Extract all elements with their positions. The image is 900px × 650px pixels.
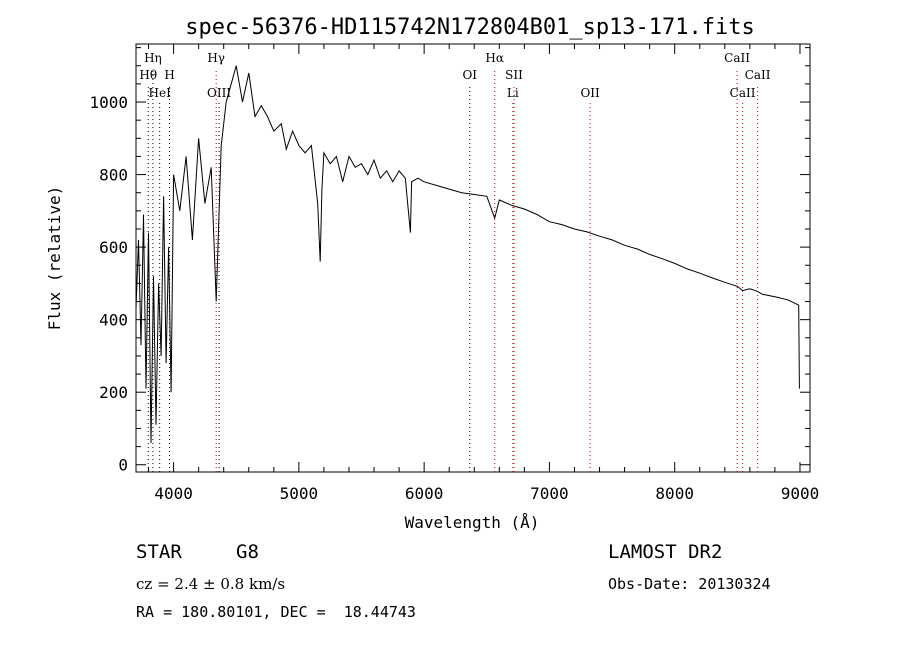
survey-name: LAMOST DR2 bbox=[608, 541, 723, 563]
y-tick-label: 200 bbox=[99, 383, 128, 402]
x-axis: 4000 5000 6000 7000 8000 9000 bbox=[148, 44, 820, 503]
x-tick-label: 7000 bbox=[530, 484, 569, 503]
spectral-line-label: HeI bbox=[149, 86, 172, 100]
x-tick-label: 5000 bbox=[280, 484, 319, 503]
spectral-line-label: OII bbox=[580, 86, 600, 100]
spectrum-series bbox=[135, 65, 800, 444]
spectral-line-label: CaII bbox=[745, 68, 771, 82]
spectrum-line bbox=[135, 65, 800, 444]
spectral-line-label: OI bbox=[462, 68, 477, 82]
spectral-line-label: Hη bbox=[144, 51, 162, 65]
y-tick-label: 800 bbox=[99, 166, 128, 185]
spectral-line-markers bbox=[147, 68, 759, 472]
y-tick-label: 0 bbox=[118, 456, 128, 475]
observation-date: Obs-Date: 20130324 bbox=[608, 575, 771, 593]
spectral-line-label: SII bbox=[505, 68, 523, 82]
y-tick-label: 600 bbox=[99, 238, 128, 257]
y-tick-label: 1000 bbox=[89, 93, 128, 112]
object-class: STAR bbox=[136, 541, 182, 563]
plot-border bbox=[135, 43, 811, 473]
x-tick-label: 8000 bbox=[655, 484, 694, 503]
x-tick-label: 4000 bbox=[154, 484, 193, 503]
x-axis-label: Wavelength (Å) bbox=[405, 513, 540, 532]
y-axis: 0 200 400 600 800 1000 bbox=[89, 47, 810, 475]
spectral-line-label: Hα bbox=[485, 51, 504, 65]
redshift-value: cz = 2.4 ± 0.8 km/s bbox=[136, 575, 286, 593]
spectral-line-label: Hθ bbox=[139, 68, 157, 82]
spectral-line-label: OIII bbox=[207, 86, 231, 100]
coordinates: RA = 180.80101, DEC = 18.44743 bbox=[136, 603, 416, 621]
spectral-line-label: CaII bbox=[730, 86, 756, 100]
x-tick-label: 9000 bbox=[781, 484, 820, 503]
spectral-line-labels: Hη Hθ H HeI Hγ OIII Hα OI SII Li OII CaII CaII CaII bbox=[139, 51, 770, 100]
y-tick-label: 400 bbox=[99, 311, 128, 330]
y-axis-label: Flux (relative) bbox=[45, 186, 64, 331]
plot-frame bbox=[135, 43, 811, 473]
object-subclass: G8 bbox=[236, 541, 259, 563]
spectral-line-label: Hγ bbox=[207, 51, 225, 65]
x-tick-label: 6000 bbox=[405, 484, 444, 503]
chart-title: spec-56376-HD115742N172804B01_sp13-171.f… bbox=[185, 15, 755, 40]
spectral-line-label: H bbox=[164, 68, 174, 82]
spectral-line-label: CaII bbox=[724, 51, 750, 65]
spectral-line-label: Li bbox=[507, 86, 519, 100]
